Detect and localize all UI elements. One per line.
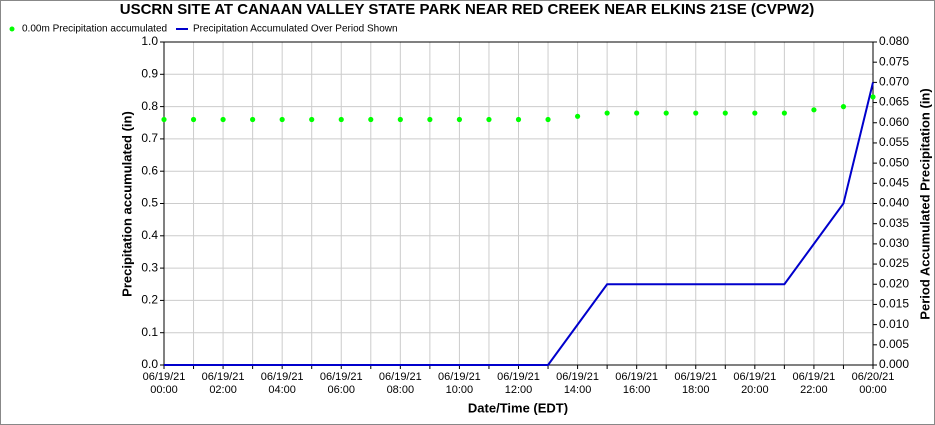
x-tick-label: 06/19/21 08:00 xyxy=(378,371,422,396)
data-point xyxy=(456,116,463,123)
y-axis-title: Precipitation accumulated (in) xyxy=(119,111,134,297)
y-tick-label: 0.0 xyxy=(141,357,158,371)
x-tick-label: 06/19/21 04:00 xyxy=(260,371,304,396)
y2-tick-label: 0.025 xyxy=(879,256,909,270)
data-point xyxy=(279,116,285,123)
data-point xyxy=(486,116,492,123)
y2-tick-label: 0.060 xyxy=(879,115,909,129)
data-point xyxy=(338,116,344,123)
chart-title: USCRN SITE AT CANAAN VALLEY STATE PARK N… xyxy=(120,1,815,18)
x-tick-label: 06/19/21 22:00 xyxy=(792,371,836,396)
data-point xyxy=(397,116,403,123)
y-tick-label: 0.6 xyxy=(141,163,158,177)
data-point xyxy=(811,107,817,113)
x-tick-label: 06/19/21 00:00 xyxy=(142,371,186,396)
y2-tick-label: 0.030 xyxy=(879,236,909,250)
data-point xyxy=(634,110,640,116)
data-point xyxy=(545,116,551,123)
y2-tick-label: 0.075 xyxy=(879,54,909,68)
y-tick-label: 0.3 xyxy=(141,260,158,274)
y2-tick-label: 0.040 xyxy=(879,196,909,210)
data-point xyxy=(870,94,876,100)
data-point xyxy=(161,116,167,123)
data-point xyxy=(574,113,581,119)
y-tick-label: 0.9 xyxy=(141,66,158,80)
y2-tick-label: 0.020 xyxy=(879,276,909,290)
legend-dot xyxy=(9,26,15,32)
data-point xyxy=(604,110,610,116)
x-tick-label: 06/19/21 06:00 xyxy=(319,371,363,396)
x-tick-label: 06/19/21 14:00 xyxy=(556,371,599,396)
data-line xyxy=(164,82,874,366)
x-tick-label: 06/19/21 02:00 xyxy=(201,371,245,396)
data-point xyxy=(840,104,847,110)
data-point xyxy=(515,116,522,123)
data-point xyxy=(309,116,315,123)
y-tick-label: 0.2 xyxy=(141,293,158,307)
data-point xyxy=(752,110,758,116)
y2-axis-title: Period Accumulated Precipitation (in) xyxy=(917,88,932,319)
y-tick-label: 0.1 xyxy=(141,325,158,339)
data-point xyxy=(190,116,197,123)
y2-tick-label: 0.000 xyxy=(879,357,909,371)
legend-label: 0.00m Precipitation accumulated xyxy=(22,24,167,35)
y-tick-label: 0.4 xyxy=(141,228,158,242)
y2-tick-label: 0.050 xyxy=(879,155,909,169)
data-point xyxy=(781,110,787,116)
y2-tick-label: 0.055 xyxy=(879,135,909,149)
y2-tick-label: 0.015 xyxy=(879,297,909,311)
data-point xyxy=(368,116,374,123)
x-tick-label: 06/20/21 00:00 xyxy=(851,371,895,396)
y-tick-label: 0.5 xyxy=(141,196,158,210)
y-tick-label: 0.8 xyxy=(141,99,158,113)
data-point xyxy=(663,110,669,116)
data-point xyxy=(250,116,256,123)
y2-tick-label: 0.080 xyxy=(879,34,909,48)
x-tick-label: 06/19/21 18:00 xyxy=(674,371,718,396)
y2-tick-label: 0.005 xyxy=(879,337,909,351)
x-tick-label: 06/19/21 16:00 xyxy=(615,371,659,396)
data-point xyxy=(693,110,699,116)
legend-label: Precipitation Accumulated Over Period Sh… xyxy=(193,24,398,35)
x-tick-label: 06/19/21 20:00 xyxy=(733,371,777,396)
y2-tick-label: 0.065 xyxy=(879,95,909,109)
y2-tick-label: 0.010 xyxy=(879,317,909,331)
y-tick-label: 0.7 xyxy=(141,131,158,145)
data-point xyxy=(427,116,433,123)
y-tick-label: 1.0 xyxy=(141,34,158,48)
x-tick-label: 06/19/21 12:00 xyxy=(497,371,540,396)
y2-tick-label: 0.045 xyxy=(879,175,909,189)
y2-tick-label: 0.070 xyxy=(879,75,909,89)
data-point xyxy=(220,116,226,123)
y2-tick-label: 0.035 xyxy=(879,216,909,230)
x-tick-label: 06/19/21 10:00 xyxy=(437,371,481,396)
x-axis-title: Date/Time (EDT) xyxy=(468,400,568,415)
data-point xyxy=(722,110,728,116)
